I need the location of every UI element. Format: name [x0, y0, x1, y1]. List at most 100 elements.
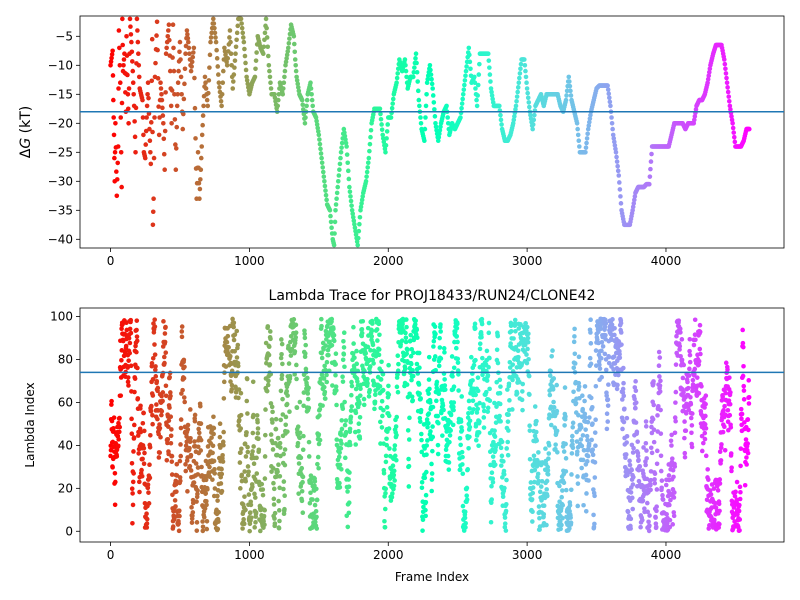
- lambda-point: [411, 350, 416, 356]
- lambda-point: [432, 354, 438, 359]
- lambda-point: [712, 517, 717, 523]
- lambda-point: [122, 349, 128, 355]
- lambda-point: [114, 454, 120, 459]
- lambda-point: [348, 419, 354, 425]
- delta-g-point: [112, 150, 118, 155]
- lambda-point: [419, 437, 424, 443]
- lambda-point: [239, 446, 244, 452]
- delta-g-point: [216, 80, 222, 85]
- lambda-point: [455, 356, 461, 362]
- lambda-point: [195, 465, 201, 470]
- lambda-point: [745, 417, 751, 422]
- delta-g-point: [186, 39, 191, 45]
- lambda-point: [144, 511, 149, 516]
- lambda-point: [261, 518, 266, 524]
- lambda-point: [136, 479, 142, 485]
- delta-g-point: [616, 173, 622, 178]
- lambda-point: [157, 422, 162, 427]
- lambda-point: [702, 422, 708, 427]
- lambda-point: [163, 393, 169, 399]
- lambda-point: [369, 328, 375, 334]
- lambda-point: [580, 393, 585, 399]
- lambda-point: [415, 335, 420, 341]
- lambda-point: [683, 428, 689, 434]
- lambda-point: [407, 415, 412, 421]
- lambda-point: [248, 510, 253, 515]
- lambda-point: [596, 329, 601, 335]
- lambda-point: [293, 335, 299, 340]
- delta-g-point: [613, 150, 619, 155]
- lambda-point: [229, 382, 235, 388]
- lambda-point: [547, 392, 553, 398]
- lambda-point: [343, 429, 349, 435]
- lambda-point: [746, 401, 752, 406]
- lambda-point: [131, 422, 137, 428]
- lambda-point: [429, 488, 435, 494]
- lambda-point: [238, 426, 244, 431]
- delta-g-point: [746, 126, 752, 132]
- delta-g-point: [428, 72, 434, 77]
- lambda-point: [152, 342, 157, 347]
- lambda-point: [244, 376, 250, 382]
- lambda-point: [656, 349, 662, 355]
- lambda-point: [211, 425, 217, 431]
- lambda-point: [605, 403, 611, 408]
- delta-g-point: [730, 121, 735, 126]
- delta-g-point: [404, 74, 409, 80]
- lambda-point: [488, 519, 494, 525]
- lambda-point: [379, 425, 385, 430]
- lambda-point: [235, 342, 241, 348]
- delta-g-point: [224, 63, 230, 68]
- lambda-point: [177, 475, 183, 480]
- lambda-point: [572, 351, 578, 357]
- lambda-point: [657, 374, 662, 379]
- delta-g-point: [149, 78, 155, 84]
- lambda-point: [670, 467, 676, 473]
- delta-g-point: [160, 113, 166, 118]
- lambda-point: [322, 389, 328, 395]
- delta-g-point: [240, 35, 246, 40]
- delta-g-point: [162, 128, 168, 134]
- lambda-point: [718, 445, 724, 451]
- lambda-point: [745, 441, 750, 446]
- lambda-point: [633, 405, 638, 411]
- lambda-point: [428, 429, 433, 434]
- delta-g-point: [338, 150, 344, 155]
- lambda-point: [406, 484, 412, 489]
- lambda-point: [337, 480, 342, 486]
- lambda-point: [324, 372, 329, 378]
- lambda-point: [134, 334, 140, 339]
- delta-g-point: [155, 76, 161, 81]
- lambda-point: [409, 394, 415, 399]
- lambda-point: [215, 526, 221, 532]
- delta-g-point: [151, 196, 156, 201]
- delta-g-point: [219, 103, 224, 109]
- lambda-point: [170, 524, 176, 529]
- delta-g-point: [125, 106, 131, 112]
- delta-g-point: [295, 81, 301, 87]
- lambda-point: [404, 382, 410, 387]
- lambda-point: [562, 423, 567, 428]
- lambda-point: [442, 383, 448, 388]
- delta-g-point: [223, 52, 228, 58]
- delta-g-point: [722, 61, 728, 67]
- lambda-point: [144, 525, 150, 530]
- lambda-point: [386, 413, 392, 419]
- lambda-point: [154, 402, 159, 407]
- delta-g-point: [125, 92, 131, 97]
- lambda-point: [141, 461, 147, 467]
- delta-g-point: [242, 53, 248, 59]
- lambda-point: [591, 487, 596, 492]
- lambda-point: [266, 352, 272, 358]
- lambda-point: [303, 342, 309, 348]
- lambda-point: [472, 326, 478, 331]
- lambda-point: [567, 526, 572, 531]
- lambda-points: [108, 316, 752, 534]
- lambda-point: [550, 387, 556, 392]
- x-tick-label: 4000: [651, 548, 682, 562]
- lambda-point: [126, 383, 131, 388]
- delta-g-point: [412, 65, 417, 70]
- lambda-point: [282, 493, 287, 499]
- lambda-point: [520, 407, 525, 413]
- lambda-point: [454, 345, 459, 351]
